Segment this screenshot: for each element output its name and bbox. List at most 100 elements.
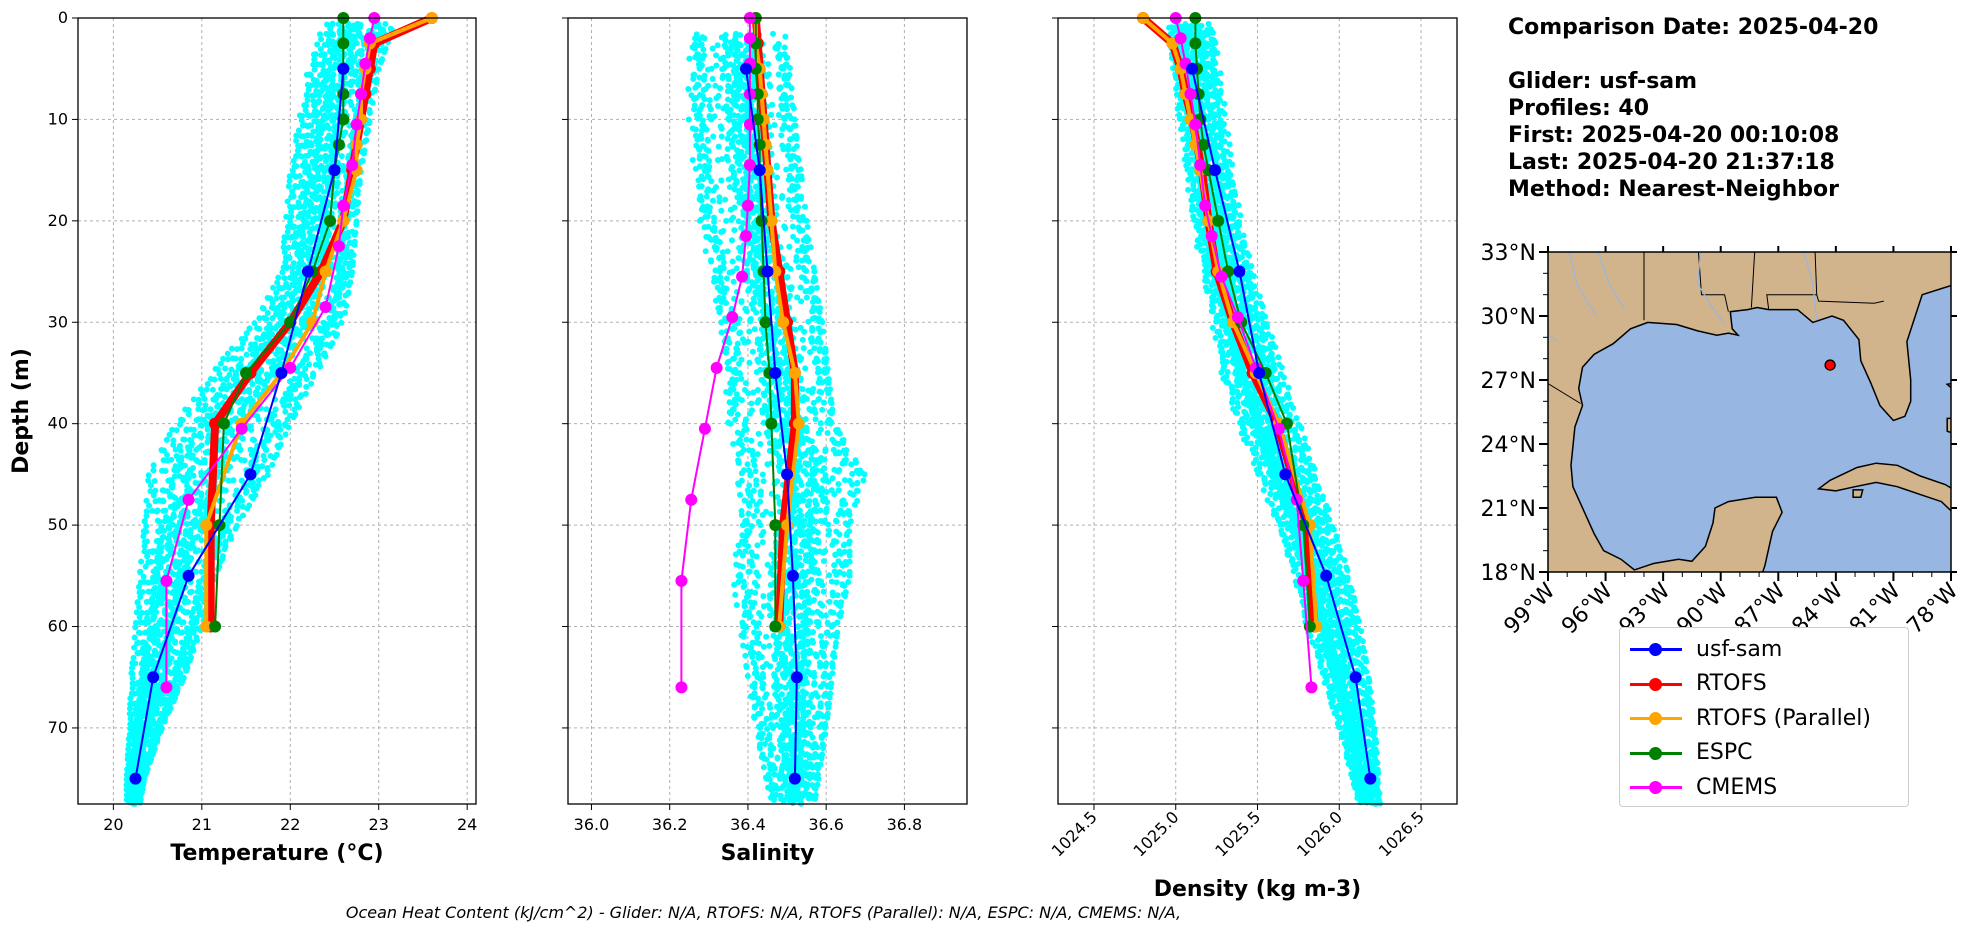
glider-point [725,176,732,183]
glider-point [331,55,338,62]
glider-point [275,284,282,291]
glider-point [172,446,179,453]
glider-point [246,502,253,509]
glider-point [821,456,828,463]
glider-point [774,174,781,181]
glider-point [337,311,344,318]
glider-point [798,562,805,569]
glider-point [766,592,773,599]
glider-point [184,470,191,477]
glider-point [300,178,307,185]
glider-point [810,629,817,636]
glider-point [728,166,735,173]
glider-point [323,30,330,37]
glider-point [314,185,321,192]
glider-point [802,365,809,372]
x-tick-label: 21 [192,815,212,834]
glider-point [262,446,269,453]
y-tick-label: 10 [48,109,68,128]
glider-point [779,192,786,199]
glider-point [128,761,135,768]
glider-point [215,402,222,409]
glider-point [212,396,219,403]
glider-point [230,477,237,484]
glider-point [226,382,233,389]
glider-point [348,132,355,139]
series-marker [337,62,350,75]
series-marker [332,240,345,253]
glider-point [187,526,194,533]
glider-point [382,21,389,28]
glider-point [751,299,758,306]
glider-point [361,138,368,145]
glider-point [724,157,731,164]
glider-point [273,289,280,296]
glider-point [273,451,280,458]
glider-point [810,264,817,271]
glider-point [155,528,162,535]
glider-point [238,345,245,352]
glider-point [346,250,353,257]
glider-point [182,609,189,616]
glider-point [187,589,194,596]
glider-point [197,422,204,429]
glider-point [728,216,735,223]
glider-point [195,406,202,413]
glider-point [295,375,302,382]
series-marker [147,671,160,684]
glider-point [223,386,230,393]
glider-point [325,331,332,338]
glider-point [247,395,254,402]
glider-point [173,452,180,459]
glider-point [143,538,150,545]
glider-point [126,710,133,717]
glider-point [192,516,199,523]
glider-point [303,355,310,362]
glider-point [285,183,292,190]
glider-point [734,411,741,418]
glider-point [268,364,275,371]
glider-point [173,427,180,434]
glider-point [823,505,830,512]
series-marker [324,214,337,227]
glider-point [779,764,786,771]
glider-point [854,497,861,504]
glider-point [751,326,758,333]
glider-point [328,84,335,91]
glider-point [317,72,324,79]
glider-point [296,112,303,119]
glider-point [749,348,756,355]
glider-point [135,690,142,697]
glider-point [172,528,179,535]
glider-point [178,462,185,469]
glider-point [204,426,211,433]
glider-point [754,399,761,406]
glider-point [217,375,224,382]
glider-point [773,703,780,710]
glider-point [168,456,175,463]
glider-point [246,325,253,332]
y-tick-label: 70 [48,718,68,737]
glider-point [341,280,348,287]
glider-point [293,163,300,170]
glider-point [158,544,165,551]
glider-point [775,634,782,641]
glider-point [280,244,287,251]
x-axis-label: Temperature (°C) [170,841,383,866]
glider-point [798,355,805,362]
glider-point [312,335,319,342]
glider-point [268,304,275,311]
glider-point [128,690,135,697]
glider-point [311,102,318,109]
glider-point [724,145,731,152]
glider-point [379,56,386,63]
glider-point [185,411,192,418]
glider-point [303,383,310,390]
glider-point [331,321,338,328]
series-marker [319,301,332,314]
glider-point [305,209,312,216]
glider-point [339,274,346,281]
glider-point [355,30,362,37]
glider-point [714,103,721,110]
glider-point [221,394,228,401]
